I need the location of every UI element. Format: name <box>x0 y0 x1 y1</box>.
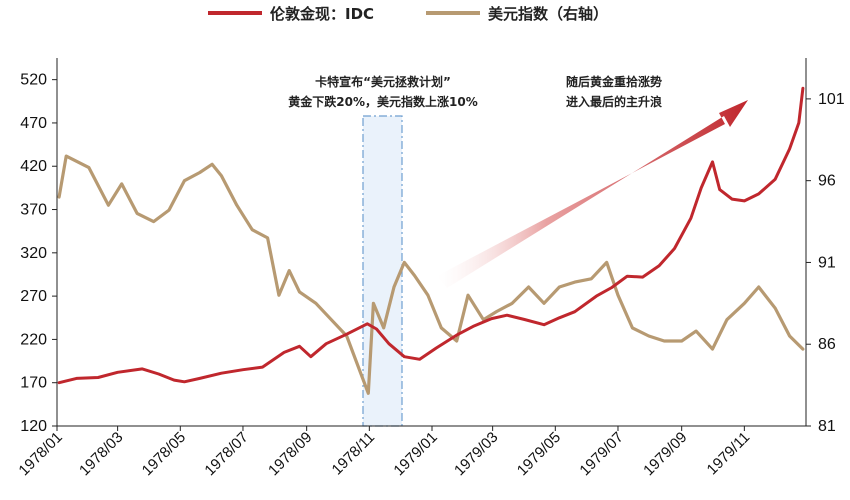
left-tick-label: 470 <box>20 115 47 132</box>
right-tick-label: 101 <box>818 91 845 108</box>
series-layer <box>57 86 805 395</box>
left-tick-label: 220 <box>20 331 47 348</box>
x-tick-label: 1978/01 <box>15 429 65 479</box>
x-axis: 1978/01 1978/03 1978/05 1978/07 1978/09 1978/… <box>15 425 806 479</box>
x-tick-label: 1978/11 <box>329 429 379 479</box>
left-tick-label: 270 <box>20 288 47 305</box>
series-line-dollar-index <box>57 154 805 395</box>
rally-arrow <box>437 100 748 288</box>
rally-annotation-line1: 随后黄金重拾涨势 <box>566 74 662 89</box>
right-tick-label: 96 <box>818 173 836 190</box>
x-tick-label: 1979/03 <box>451 429 501 479</box>
left-tick-label: 370 <box>20 202 47 219</box>
carter-annotation-line2: 黄金下跌20%，美元指数上涨10% <box>288 94 477 109</box>
right-axis: 81 86 91 96 101 <box>805 58 845 435</box>
x-tick-label: 1978/05 <box>139 429 189 479</box>
right-tick-label: 91 <box>818 254 836 271</box>
x-tick-label: 1979/05 <box>514 429 564 479</box>
carter-annotation-line1: 卡特宣布“美元拯救计划” <box>315 74 451 89</box>
rally-annotation-line2: 进入最后的主升浪 <box>566 94 662 109</box>
x-tick-label: 1979/07 <box>576 429 626 479</box>
carter-annotation: 卡特宣布“美元拯救计划” 黄金下跌20%，美元指数上涨10% <box>288 74 477 109</box>
left-tick-label: 120 <box>20 418 47 435</box>
left-tick-label: 420 <box>20 158 47 175</box>
left-tick-label: 520 <box>20 72 47 89</box>
legend: 伦敦金现：IDC 美元指数（右轴） <box>208 5 608 23</box>
left-tick-label: 320 <box>20 245 47 262</box>
series-line-gold <box>57 86 805 385</box>
x-tick-label: 1979/09 <box>640 429 690 479</box>
left-axis: 120 170 220 270 320 370 420 470 520 <box>20 58 58 435</box>
x-tick-label: 1978/03 <box>76 429 126 479</box>
right-tick-label: 81 <box>818 418 836 435</box>
rally-annotation: 随后黄金重拾涨势 进入最后的主升浪 <box>566 74 662 109</box>
x-tick-label: 1978/09 <box>265 429 315 479</box>
x-tick-label: 1979/11 <box>704 429 754 479</box>
x-tick-label: 1978/07 <box>201 429 251 479</box>
right-tick-label: 86 <box>818 336 836 353</box>
x-tick-label: 1979/01 <box>390 429 440 479</box>
left-tick-label: 170 <box>20 375 47 392</box>
legend-label-dxy: 美元指数（右轴） <box>488 5 608 23</box>
legend-label-gold: 伦敦金现：IDC <box>270 5 374 23</box>
